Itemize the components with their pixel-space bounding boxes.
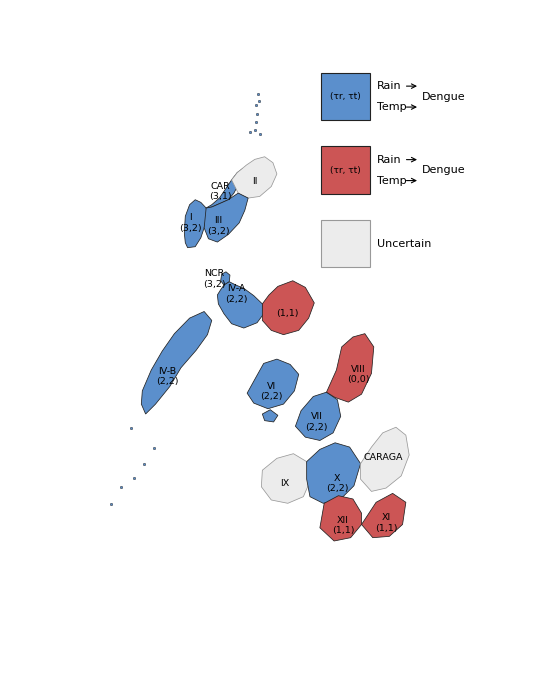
Text: NCR
(3,2): NCR (3,2): [203, 270, 225, 289]
Polygon shape: [307, 443, 361, 503]
Text: (τr, τt): (τr, τt): [330, 92, 361, 101]
Text: Rain: Rain: [377, 81, 402, 91]
Text: Uncertain: Uncertain: [377, 239, 431, 248]
Polygon shape: [327, 334, 374, 402]
Polygon shape: [262, 410, 278, 422]
Polygon shape: [295, 392, 341, 440]
Polygon shape: [261, 454, 311, 503]
Text: II: II: [252, 177, 258, 186]
Text: VIII
(0,0): VIII (0,0): [347, 365, 370, 384]
Polygon shape: [206, 168, 243, 208]
Text: VI
(2,2): VI (2,2): [260, 382, 282, 401]
Text: Dengue: Dengue: [422, 165, 466, 175]
Text: CARAGA: CARAGA: [364, 452, 404, 461]
Polygon shape: [320, 496, 362, 541]
Text: III
(3,2): III (3,2): [207, 216, 230, 236]
Polygon shape: [232, 157, 277, 198]
Text: I
(3,2): I (3,2): [179, 214, 202, 232]
Text: (1,1): (1,1): [277, 309, 299, 318]
Polygon shape: [262, 281, 314, 335]
Polygon shape: [247, 359, 299, 409]
Polygon shape: [362, 494, 406, 538]
Polygon shape: [220, 272, 230, 285]
Text: IV-B
(2,2): IV-B (2,2): [156, 367, 178, 386]
Text: Temp: Temp: [377, 102, 406, 112]
Text: Rain: Rain: [377, 155, 402, 164]
Text: XI
(1,1): XI (1,1): [375, 513, 397, 533]
Polygon shape: [184, 199, 208, 248]
Text: IX: IX: [280, 479, 289, 488]
Polygon shape: [204, 193, 248, 242]
Polygon shape: [141, 312, 212, 414]
Text: Dengue: Dengue: [422, 92, 466, 102]
Polygon shape: [361, 427, 409, 491]
Text: XII
(1,1): XII (1,1): [332, 516, 354, 536]
Text: IV-A
(2,2): IV-A (2,2): [225, 284, 247, 304]
Text: CAR
(3,1): CAR (3,1): [209, 182, 232, 201]
Text: X
(2,2): X (2,2): [326, 474, 349, 494]
Text: VII
(2,2): VII (2,2): [305, 412, 328, 432]
Polygon shape: [217, 281, 264, 328]
Text: (τr, τt): (τr, τt): [330, 166, 361, 174]
Text: Temp: Temp: [377, 176, 406, 186]
